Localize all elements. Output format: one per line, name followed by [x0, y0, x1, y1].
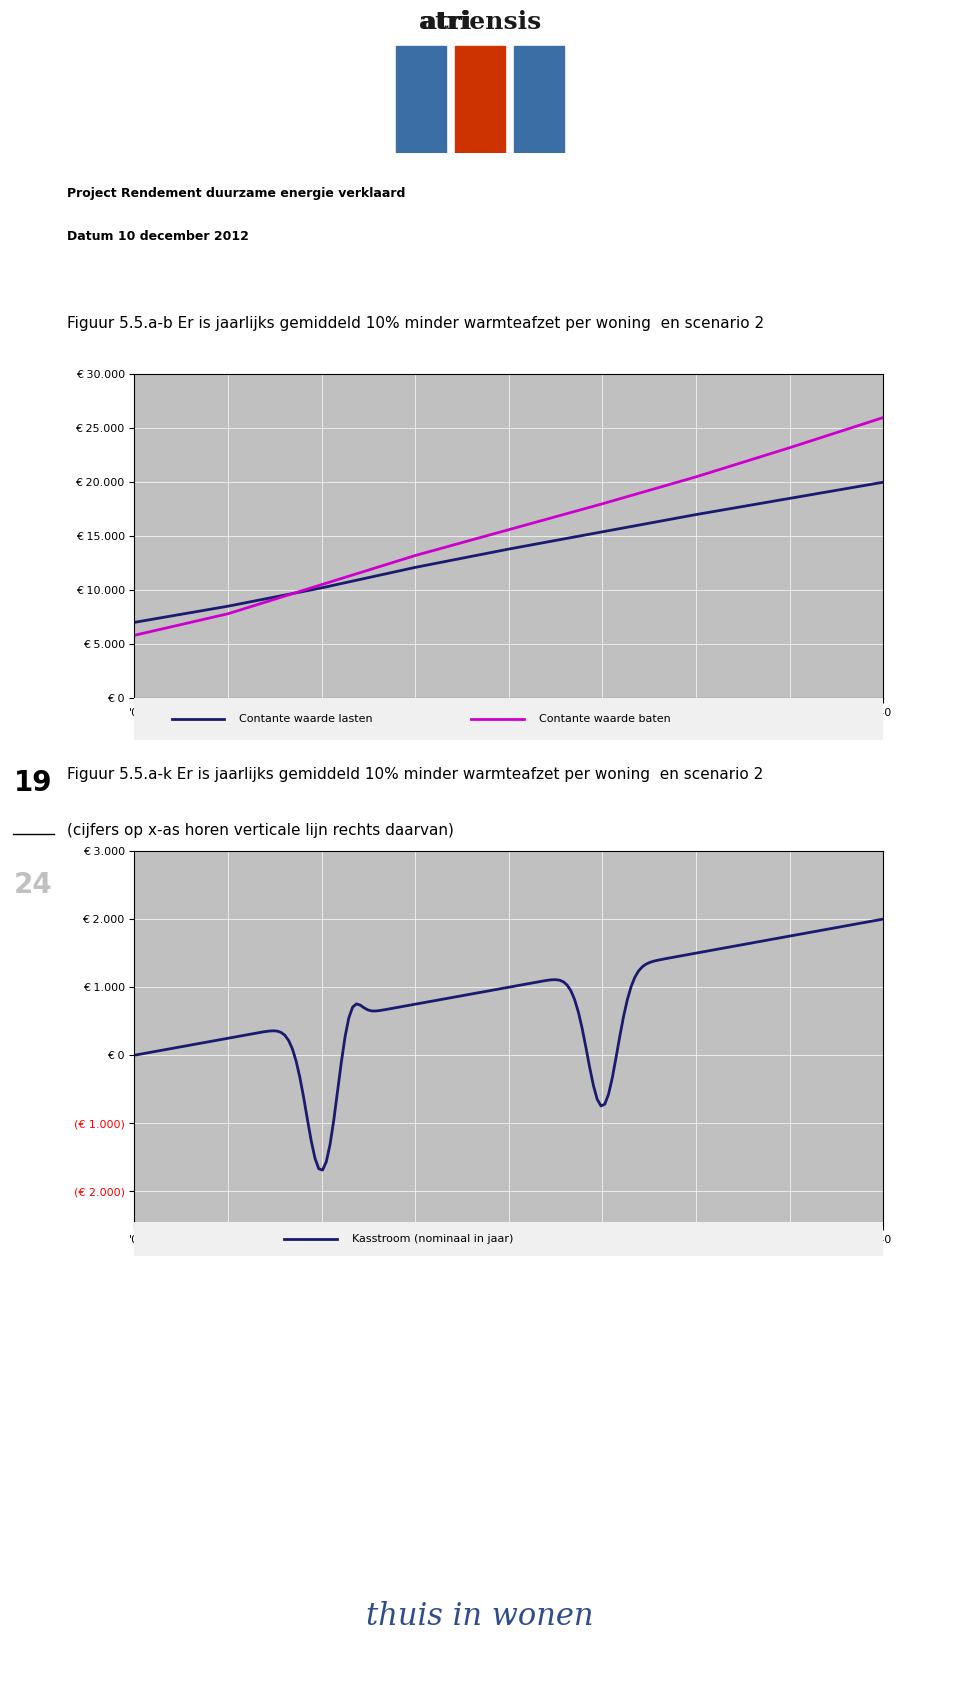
- Text: Contante waarde baten: Contante waarde baten: [539, 715, 670, 723]
- Text: Kasstroom (nominaal in jaar): Kasstroom (nominaal in jaar): [351, 1234, 513, 1244]
- Text: Figuur 5.5.a-k Er is jaarlijks gemiddeld 10% minder warmteafzet per woning  en s: Figuur 5.5.a-k Er is jaarlijks gemiddeld…: [67, 768, 763, 781]
- Text: 24: 24: [14, 871, 53, 899]
- Text: thuis in wonen: thuis in wonen: [367, 1602, 593, 1632]
- Bar: [396, 46, 446, 153]
- Text: atri: atri: [420, 10, 471, 34]
- Text: 19: 19: [14, 769, 53, 797]
- Text: Datum 10 december 2012: Datum 10 december 2012: [67, 230, 249, 243]
- Text: atriensis: atriensis: [419, 10, 541, 34]
- Text: (cijfers op x-as horen verticale lijn rechts daarvan): (cijfers op x-as horen verticale lijn re…: [67, 824, 454, 837]
- Bar: [514, 46, 564, 153]
- Text: Figuur 5.5.a-b Er is jaarlijks gemiddeld 10% minder warmteafzet per woning  en s: Figuur 5.5.a-b Er is jaarlijks gemiddeld…: [67, 317, 764, 330]
- Text: Contante waarde lasten: Contante waarde lasten: [239, 715, 372, 723]
- Text: Project Rendement duurzame energie verklaard: Project Rendement duurzame energie verkl…: [67, 187, 405, 201]
- Bar: [455, 46, 505, 153]
